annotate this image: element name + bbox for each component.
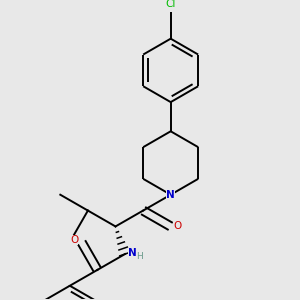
Text: O: O xyxy=(173,221,182,231)
Text: Cl: Cl xyxy=(166,0,176,9)
Text: N: N xyxy=(166,190,175,200)
Text: N: N xyxy=(128,248,137,258)
Text: O: O xyxy=(70,235,78,244)
Text: H: H xyxy=(136,252,143,261)
